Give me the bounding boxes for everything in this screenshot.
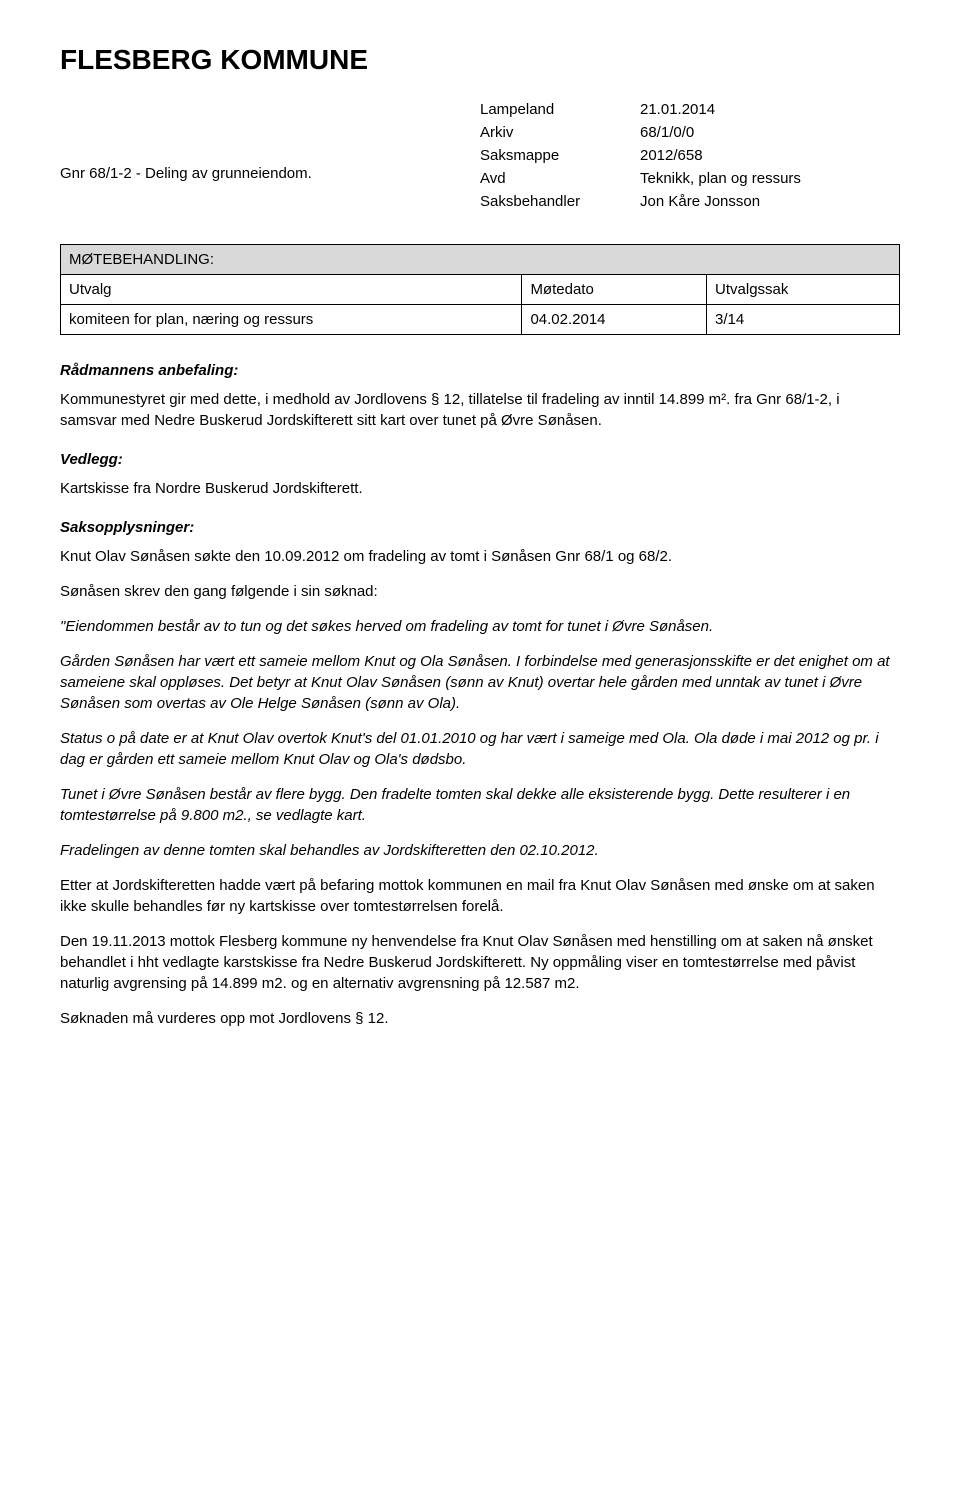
quote-p1: "Eiendommen består av to tun og det søke…: [60, 616, 900, 637]
meta-value: Teknikk, plan og ressurs: [640, 168, 900, 189]
meta-value: 2012/658: [640, 145, 900, 166]
mote-cell-utvalg: komiteen for plan, næring og ressurs: [61, 305, 522, 335]
meta-section: Gnr 68/1-2 - Deling av grunneiendom. Lam…: [60, 99, 900, 214]
meta-left: Gnr 68/1-2 - Deling av grunneiendom.: [60, 99, 480, 214]
mote-table: MØTEBEHANDLING: Utvalg Møtedato Utvalgss…: [60, 244, 900, 335]
after-p1: Etter at Jordskifteretten hadde vært på …: [60, 875, 900, 917]
saksopp-p2: Sønåsen skrev den gang følgende i sin sø…: [60, 581, 900, 602]
mote-col-utvalg: Utvalg: [61, 275, 522, 305]
meta-right: Lampeland 21.01.2014 Arkiv 68/1/0/0 Saks…: [480, 99, 900, 214]
saksopp-p1: Knut Olav Sønåsen søkte den 10.09.2012 o…: [60, 546, 900, 567]
after-p3: Søknaden må vurderes opp mot Jordlovens …: [60, 1008, 900, 1029]
vedlegg-body: Kartskisse fra Nordre Buskerud Jordskift…: [60, 478, 900, 499]
mote-table-data-row: komiteen for plan, næring og ressurs 04.…: [61, 305, 900, 335]
after-p2: Den 19.11.2013 mottok Flesberg kommune n…: [60, 931, 900, 994]
radmannens-body: Kommunestyret gir med dette, i medhold a…: [60, 389, 900, 431]
meta-label: Lampeland: [480, 99, 640, 120]
quote-p3: Status o på date er at Knut Olav overtok…: [60, 728, 900, 770]
meta-row: Avd Teknikk, plan og ressurs: [480, 168, 900, 189]
meta-value: 21.01.2014: [640, 99, 900, 120]
mote-cell-utvalgssak: 3/14: [707, 305, 900, 335]
meta-row: Arkiv 68/1/0/0: [480, 122, 900, 143]
vedlegg-heading: Vedlegg:: [60, 449, 900, 470]
mote-cell-motedato: 04.02.2014: [522, 305, 707, 335]
meta-label: Saksbehandler: [480, 191, 640, 212]
meta-row: Saksmappe 2012/658: [480, 145, 900, 166]
mote-table-title: MØTEBEHANDLING:: [61, 245, 900, 275]
meta-row: Lampeland 21.01.2014: [480, 99, 900, 120]
meta-label: Arkiv: [480, 122, 640, 143]
saksopp-heading: Saksopplysninger:: [60, 517, 900, 538]
document-title: FLESBERG KOMMUNE: [60, 40, 900, 79]
quote-p5: Fradelingen av denne tomten skal behandl…: [60, 840, 900, 861]
quote-p4: Tunet i Øvre Sønåsen består av flere byg…: [60, 784, 900, 826]
meta-label: Avd: [480, 168, 640, 189]
meta-value: 68/1/0/0: [640, 122, 900, 143]
mote-table-header-row: MØTEBEHANDLING:: [61, 245, 900, 275]
deling-text: Gnr 68/1-2 - Deling av grunneiendom.: [60, 163, 480, 184]
meta-row: Saksbehandler Jon Kåre Jonsson: [480, 191, 900, 212]
meta-value: Jon Kåre Jonsson: [640, 191, 900, 212]
meta-label: Saksmappe: [480, 145, 640, 166]
quote-p2: Gården Sønåsen har vært ett sameie mello…: [60, 651, 900, 714]
mote-col-motedato: Møtedato: [522, 275, 707, 305]
mote-col-utvalgssak: Utvalgssak: [707, 275, 900, 305]
radmannens-heading: Rådmannens anbefaling:: [60, 360, 900, 381]
mote-table-columns-row: Utvalg Møtedato Utvalgssak: [61, 275, 900, 305]
